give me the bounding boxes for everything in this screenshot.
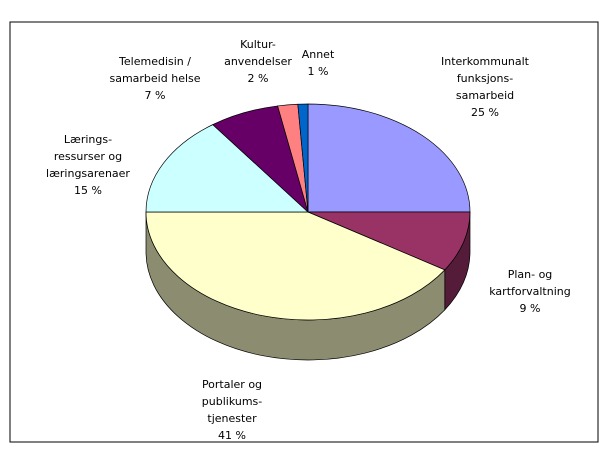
slice-label: tjenester <box>207 412 257 425</box>
slice <box>307 211 471 271</box>
slice-label: samarbeid <box>456 89 514 102</box>
slice-label: funksjons- <box>457 72 513 85</box>
slice-label: samarbeid helse <box>109 72 200 85</box>
value-label: 9 % <box>520 302 541 315</box>
slice-label: ressurser og <box>54 150 122 163</box>
slice-label: Lærings- <box>64 133 112 146</box>
slice-label: Interkommunalt <box>441 55 530 68</box>
slice-label: Portaler og <box>202 378 262 391</box>
value-label: 15 % <box>74 184 102 197</box>
value-label: 25 % <box>471 106 499 119</box>
value-label: 2 % <box>248 72 269 85</box>
slice-label: Annet <box>302 48 335 61</box>
slice <box>145 124 309 213</box>
slice-label: kartforvaltning <box>489 285 570 298</box>
value-label: 7 % <box>145 89 166 102</box>
slice-label: læringsarenaer <box>46 167 130 180</box>
slice <box>297 103 309 213</box>
slice-label: Plan- og <box>508 268 553 281</box>
slice <box>145 211 446 321</box>
value-label: 1 % <box>308 65 329 78</box>
slice-label: anvendelser <box>224 55 292 68</box>
slice-label: Kultur- <box>240 38 276 51</box>
slice-label: Telemedisin / <box>118 55 191 68</box>
value-label: 41 % <box>218 429 246 442</box>
slice-label: publikums- <box>202 395 262 408</box>
slice <box>307 103 471 213</box>
